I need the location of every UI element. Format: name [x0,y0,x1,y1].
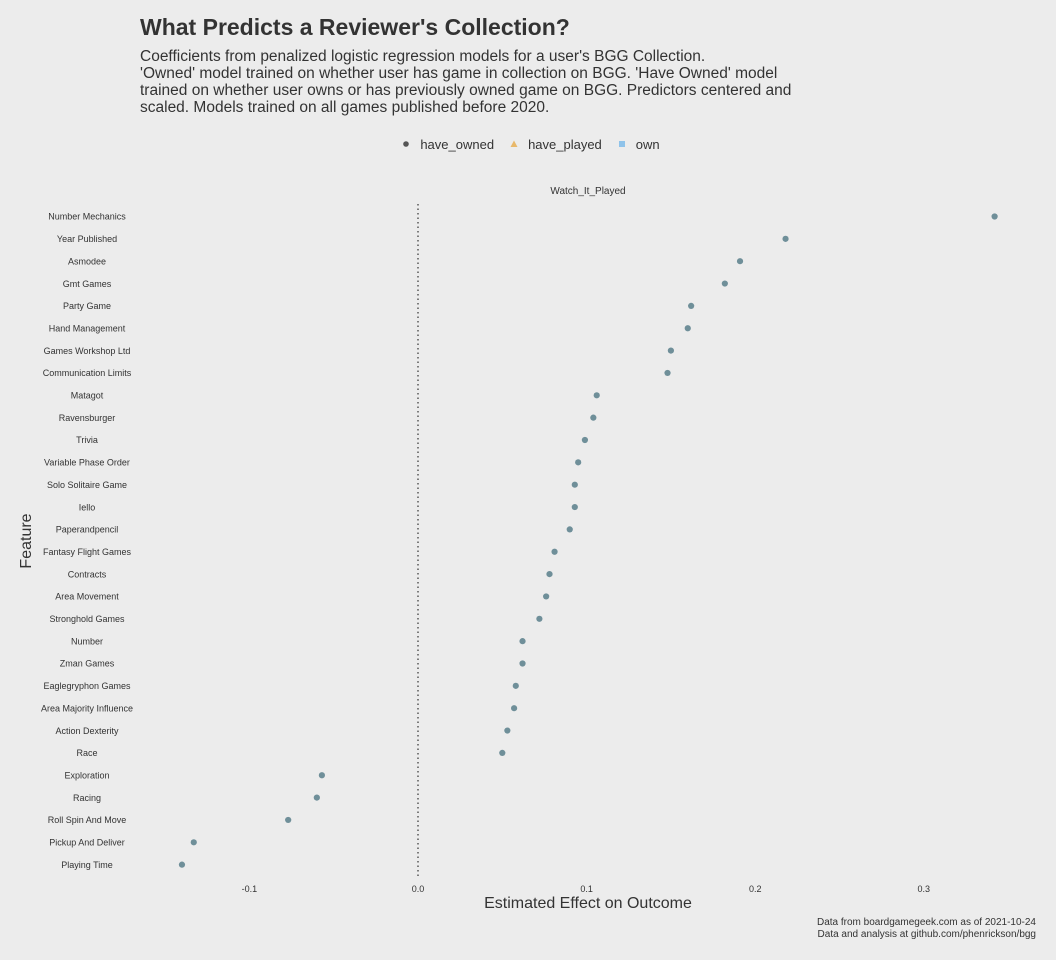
y-tick-label: Gmt Games [63,279,112,289]
y-tick-label: Contracts [68,569,107,579]
data-point [551,548,558,555]
data-point [571,481,578,488]
data-point [178,861,186,868]
data-point [318,772,325,779]
data-point [190,839,197,846]
square-icon [612,136,632,152]
caption: Data from boardgamegeek.com as of 2021-1… [817,917,1036,941]
y-axis-labels: Number Mechanics Year Published Asmodee Gmt… [41,212,133,870]
subtitle-line: Coefficients from penalized logistic reg… [140,48,706,65]
data-point [571,503,578,511]
y-tick-label: Party Game [63,301,111,311]
data-point [581,436,589,444]
legend-item-own: own [612,136,660,152]
data-point [566,526,573,533]
subtitle-line: 'Owned' model trained on whether user ha… [140,65,778,82]
y-tick-label: Paperandpencil [56,525,119,535]
x-tick-label: 0.0 [412,884,425,894]
legend: have_owned have_played own [0,136,1056,152]
data-point [543,593,550,600]
data-point [688,302,695,309]
y-tick-label: Pickup And Deliver [49,838,125,848]
x-tick-label: 0.1 [580,884,593,894]
data-point [536,615,543,622]
y-tick-label: Area Majority Influence [41,703,133,713]
subtitle-line: scaled. Models trained on all games publ… [140,99,550,116]
data-point [664,369,671,377]
data-point [511,705,518,712]
y-tick-label: Communication Limits [43,368,132,378]
y-tick-label: Asmodee [68,256,106,266]
facet-label: Watch_It_Played [550,186,625,197]
y-tick-label: Matagot [71,391,104,401]
data-point [684,325,691,332]
data-point [313,794,320,801]
y-tick-label: Racing [73,793,101,803]
legend-label: have_played [528,136,602,152]
x-tick-label: -0.1 [242,884,258,894]
y-tick-label: Fantasy Flight Games [43,547,132,557]
legend-item-have-played: have_played [504,136,602,152]
data-point [721,280,728,287]
chart-title: What Predicts a Reviewer's Collection? [140,14,570,40]
caption-source: Data from boardgamegeek.com as of 2021-1… [816,917,1036,928]
y-tick-label: Stronghold Games [49,614,125,624]
data-point [519,638,526,645]
data-point [546,571,553,578]
data-point [575,459,582,466]
data-point [504,727,511,734]
y-axis-title: Feature [18,513,35,568]
y-tick-label: Games Workshop Ltd [44,346,131,356]
y-tick-label: Race [76,748,97,758]
y-tick-label: Solo Solitaire Game [47,480,127,490]
data-point [519,660,526,667]
data-point [667,347,675,354]
caption-repo: Data and analysis at github.com/phenrick… [817,929,1036,940]
triangle-icon [504,136,524,152]
y-tick-label: Hand Management [49,323,126,333]
y-tick-label: Year Published [57,234,117,244]
data-point [590,414,597,421]
data-points [178,213,998,868]
data-point [593,392,600,399]
y-tick-label: Iello [79,502,96,512]
x-tick-label: 0.3 [918,884,931,894]
legend-label: have_owned [420,136,495,152]
y-tick-label: Roll Spin And Move [48,815,127,825]
legend-item-have-owned: have_owned [396,136,494,152]
data-point [736,258,744,265]
y-tick-label: Zman Games [60,659,115,669]
y-tick-label: Exploration [64,770,109,780]
y-tick-label: Number [71,636,103,646]
subtitle-line: trained on whether user owns or has prev… [140,82,792,99]
data-point [782,235,789,242]
data-point [285,816,292,824]
data-point [991,213,998,220]
y-tick-label: Area Movement [55,592,119,602]
y-tick-label: Ravensburger [59,413,116,423]
y-tick-label: Trivia [76,435,98,445]
y-tick-label: Variable Phase Order [44,458,130,468]
data-point [499,749,506,757]
x-axis-labels: -0.1 0.0 0.1 0.2 0.3 [242,884,930,894]
legend-label: own [635,136,660,152]
x-tick-label: 0.2 [749,884,762,894]
x-axis-title: Estimated Effect on Outcome [484,895,692,912]
chart-subtitle: Coefficients from penalized logistic reg… [140,48,840,116]
circle-icon [396,136,416,152]
y-tick-label: Action Dexterity [55,726,119,736]
y-tick-label: Eaglegryphon Games [43,681,131,691]
y-tick-label: Number Mechanics [48,212,126,222]
data-point [512,682,519,689]
y-tick-label: Playing Time [61,860,113,870]
